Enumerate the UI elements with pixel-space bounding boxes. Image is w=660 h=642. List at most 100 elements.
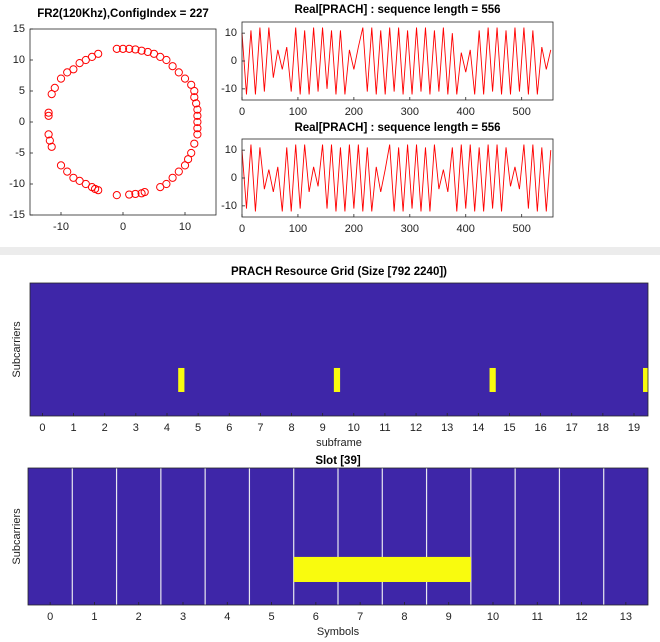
x-tick-label: 10 (179, 221, 191, 233)
scatter-point (125, 44, 134, 53)
x-tick-label: 6 (313, 611, 319, 623)
scatter-point (190, 93, 199, 102)
scatter-point (44, 130, 53, 139)
x-tick-label: 3 (133, 422, 139, 434)
y-tick-label: 10 (225, 27, 237, 39)
chart-title: FR2(120Khz),ConfigIndex = 227 (37, 8, 209, 20)
x-tick-label: 7 (257, 422, 263, 434)
scatter-point (125, 190, 134, 199)
x-tick-label: 12 (575, 611, 587, 623)
scatter-point (193, 124, 202, 133)
signal-line (241, 27, 552, 95)
y-tick-label: 10 (13, 54, 25, 66)
x-tick-label: 0 (120, 221, 126, 233)
scatter-point (44, 108, 53, 117)
scatter-point (180, 74, 190, 83)
scatter-point (137, 46, 146, 55)
x-tick-label: 14 (472, 422, 484, 434)
scatter-point (118, 44, 128, 53)
resource-block (333, 367, 341, 392)
y-tick-label: 5 (19, 85, 25, 97)
x-tick-label: 12 (410, 422, 422, 434)
x-tick-label: 10 (348, 422, 360, 434)
x-tick-label: 10 (487, 611, 499, 623)
x-tick-label: 2 (136, 611, 142, 623)
x-tick-label: 18 (597, 422, 609, 434)
scatter-point (63, 167, 72, 176)
scatter-point (174, 167, 183, 176)
x-tick-label: 11 (532, 611, 543, 623)
x-tick-label: 1 (71, 422, 77, 434)
x-tick-label: 19 (628, 422, 640, 434)
x-tick-label: 500 (512, 223, 530, 235)
scatter-point (140, 187, 149, 197)
scatter-point (94, 186, 103, 195)
scatter-point (187, 148, 196, 158)
scatter-point (168, 173, 177, 182)
x-tick-label: 400 (457, 223, 475, 235)
scatter-point (131, 189, 140, 199)
chart-title: Real[PRACH] : sequence length = 556 (294, 122, 500, 134)
chart-title: PRACH Resource Grid (Size [792 2240]) (231, 266, 447, 278)
x-tick-label: 0 (239, 106, 245, 118)
y-tick-label: -10 (9, 178, 25, 190)
x-tick-label: 8 (288, 422, 294, 434)
x-tick-label: 17 (566, 422, 578, 434)
y-tick-label: 0 (19, 116, 25, 128)
y-tick-label: -10 (221, 83, 237, 95)
axes-box (29, 282, 649, 417)
x-tick-label: 4 (164, 422, 170, 434)
y-tick-label: -10 (221, 200, 237, 212)
x-tick-label: 11 (379, 422, 390, 434)
resource-block (643, 367, 648, 392)
chart-title: Real[PRACH] : sequence length = 556 (294, 4, 500, 16)
scatter-point (47, 142, 56, 151)
x-tick-label: 4 (224, 611, 230, 623)
x-tick-label: 0 (47, 611, 53, 623)
heatmap-background (30, 283, 648, 416)
x-tick-label: 300 (401, 106, 419, 118)
y-tick-label: 15 (13, 23, 25, 35)
resource-block (293, 556, 471, 582)
x-tick-label: 1 (91, 611, 97, 623)
scatter-point (162, 179, 171, 189)
scatter-point (193, 117, 202, 127)
x-tick-label: 16 (534, 422, 546, 434)
axes-box (27, 467, 649, 606)
scatter-point (187, 80, 196, 89)
scatter-point (193, 111, 202, 120)
x-tick-label: -10 (53, 221, 69, 233)
y-axis-label: Subcarriers (11, 321, 23, 378)
scatter-point (192, 99, 201, 108)
x-tick-label: 15 (503, 422, 515, 434)
scatter-point (156, 52, 165, 62)
x-tick-label: 0 (39, 422, 45, 434)
resource-block (489, 367, 496, 392)
scatter-point (56, 161, 66, 170)
x-tick-label: 13 (620, 611, 632, 623)
x-tick-label: 5 (269, 611, 275, 623)
x-tick-label: 6 (226, 422, 232, 434)
x-tick-label: 500 (512, 106, 530, 118)
x-tick-label: 7 (357, 611, 363, 623)
resource-block (178, 367, 185, 392)
scatter-point (63, 68, 72, 77)
x-tick-label: 100 (289, 223, 307, 235)
x-tick-label: 13 (441, 422, 453, 434)
x-tick-label: 2 (102, 422, 108, 434)
chart-title: Slot [39] (315, 455, 361, 467)
scatter-point (143, 47, 152, 57)
x-tick-label: 3 (180, 611, 186, 623)
x-tick-label: 300 (401, 223, 419, 235)
scatter-point (56, 74, 66, 83)
x-tick-label: 5 (195, 422, 201, 434)
scatter-point (193, 105, 202, 114)
scatter-point (174, 68, 183, 77)
scatter-point (44, 111, 53, 120)
x-tick-label: 200 (345, 223, 363, 235)
x-axis-label: subframe (316, 437, 362, 449)
x-tick-label: 8 (401, 611, 407, 623)
x-tick-label: 0 (239, 223, 245, 235)
scatter-point (47, 90, 56, 99)
